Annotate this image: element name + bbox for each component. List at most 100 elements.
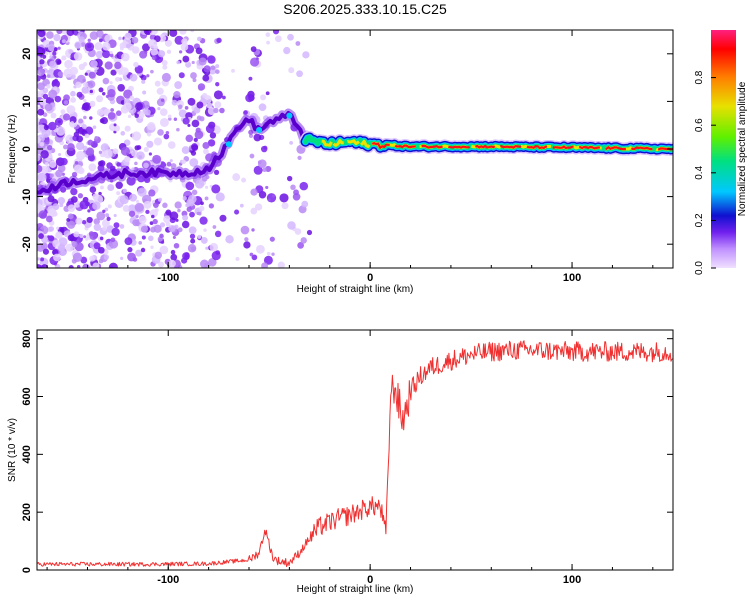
noise-blob [135,102,143,111]
noise-blob [250,57,260,67]
noise-blob [239,203,244,208]
noise-blob [59,203,64,208]
noise-blob [164,39,172,47]
noise-blob [90,59,98,68]
noise-blob [181,220,190,229]
noise-blob [198,205,205,212]
noise-blob [170,249,176,255]
noise-blob [37,63,41,68]
noise-blob [113,125,121,132]
noise-blob [42,87,49,94]
noise-blob [75,81,82,88]
noise-blob [166,49,172,55]
noise-blob [148,39,158,49]
noise-blob [102,42,111,51]
noise-blob [92,262,100,268]
noise-blob [149,221,154,225]
noise-blob [281,202,289,210]
noise-blob [60,157,68,166]
noise-blob [182,196,187,201]
noise-blob [37,257,41,261]
noise-blob [78,118,84,124]
noise-blob [127,204,137,214]
noise-blob [174,35,184,45]
noise-blob [67,213,74,220]
noise-blob [250,207,258,215]
colorbar-tick-label: 0.8 [694,70,705,84]
noise-blob [120,67,129,76]
noise-blob [181,159,187,165]
noise-blob [134,113,139,119]
noise-blob [95,50,104,59]
spectrogram-ytick-label: 20 [21,48,33,60]
noise-blob [111,227,120,237]
spectrogram-xtick-label: -100 [157,272,179,284]
noise-blob [70,90,76,97]
noise-blob [81,86,89,94]
noise-blob [260,94,267,101]
noise-blob [53,86,58,91]
track-layer-red [371,142,673,151]
noise-blob [198,57,207,66]
noise-blob [168,117,172,121]
noise-blob [55,169,63,178]
noise-blob [84,72,88,76]
noise-blob [74,161,79,165]
noise-blob [272,30,280,35]
noise-blob [37,202,42,212]
noise-blob [115,110,122,116]
noise-blob [185,181,195,191]
noise-blob [93,223,102,231]
noise-blob [189,211,195,218]
noise-blob [235,257,240,262]
noise-blob [263,255,273,265]
noise-blob [243,110,248,115]
noise-blob [52,203,60,211]
noise-blob [144,109,151,116]
noise-blob [212,225,217,229]
noise-blob [251,254,258,261]
noise-blob [37,172,47,182]
noise-blob [106,216,111,221]
noise-blob [135,214,139,219]
noise-blob [92,201,101,210]
spectrogram-ytick-label: 10 [21,95,33,107]
noise-blob [63,94,70,102]
noise-blob [37,48,43,56]
noise-blob [210,65,216,71]
chart-title: S206.2025.333.10.15.C25 [283,1,447,17]
noise-blob [271,252,275,256]
noise-blob [163,133,170,140]
noise-blob [47,144,53,151]
noise-blob [52,79,58,85]
noise-blob [42,54,47,59]
noise-blob [191,144,199,151]
noise-blob [191,60,195,65]
noise-blob [297,155,302,161]
noise-blob [44,51,49,56]
noise-blob [85,147,95,157]
noise-blob [71,241,78,248]
noise-blob [173,117,178,121]
noise-blob [202,74,210,82]
noise-blob [271,194,275,198]
noise-blob [63,68,73,78]
noise-blob [193,106,201,114]
noise-blob [55,231,63,239]
snr-ytick-label: 800 [21,329,33,347]
snr-xtick-label: 0 [367,574,373,586]
noise-blob [159,222,166,228]
noise-blob [296,70,303,78]
colorbar-tick-label: 0.0 [694,261,705,275]
noise-blob [248,133,254,139]
noise-blob [100,116,108,125]
noise-blob [295,41,301,46]
noise-blob [142,90,147,95]
snr-xlabel: Height of straight line (km) [297,584,414,595]
spectrogram-xtick-label: 100 [563,272,581,284]
noise-blob [169,159,173,163]
noise-blob [98,87,104,93]
noise-blob [245,93,254,103]
